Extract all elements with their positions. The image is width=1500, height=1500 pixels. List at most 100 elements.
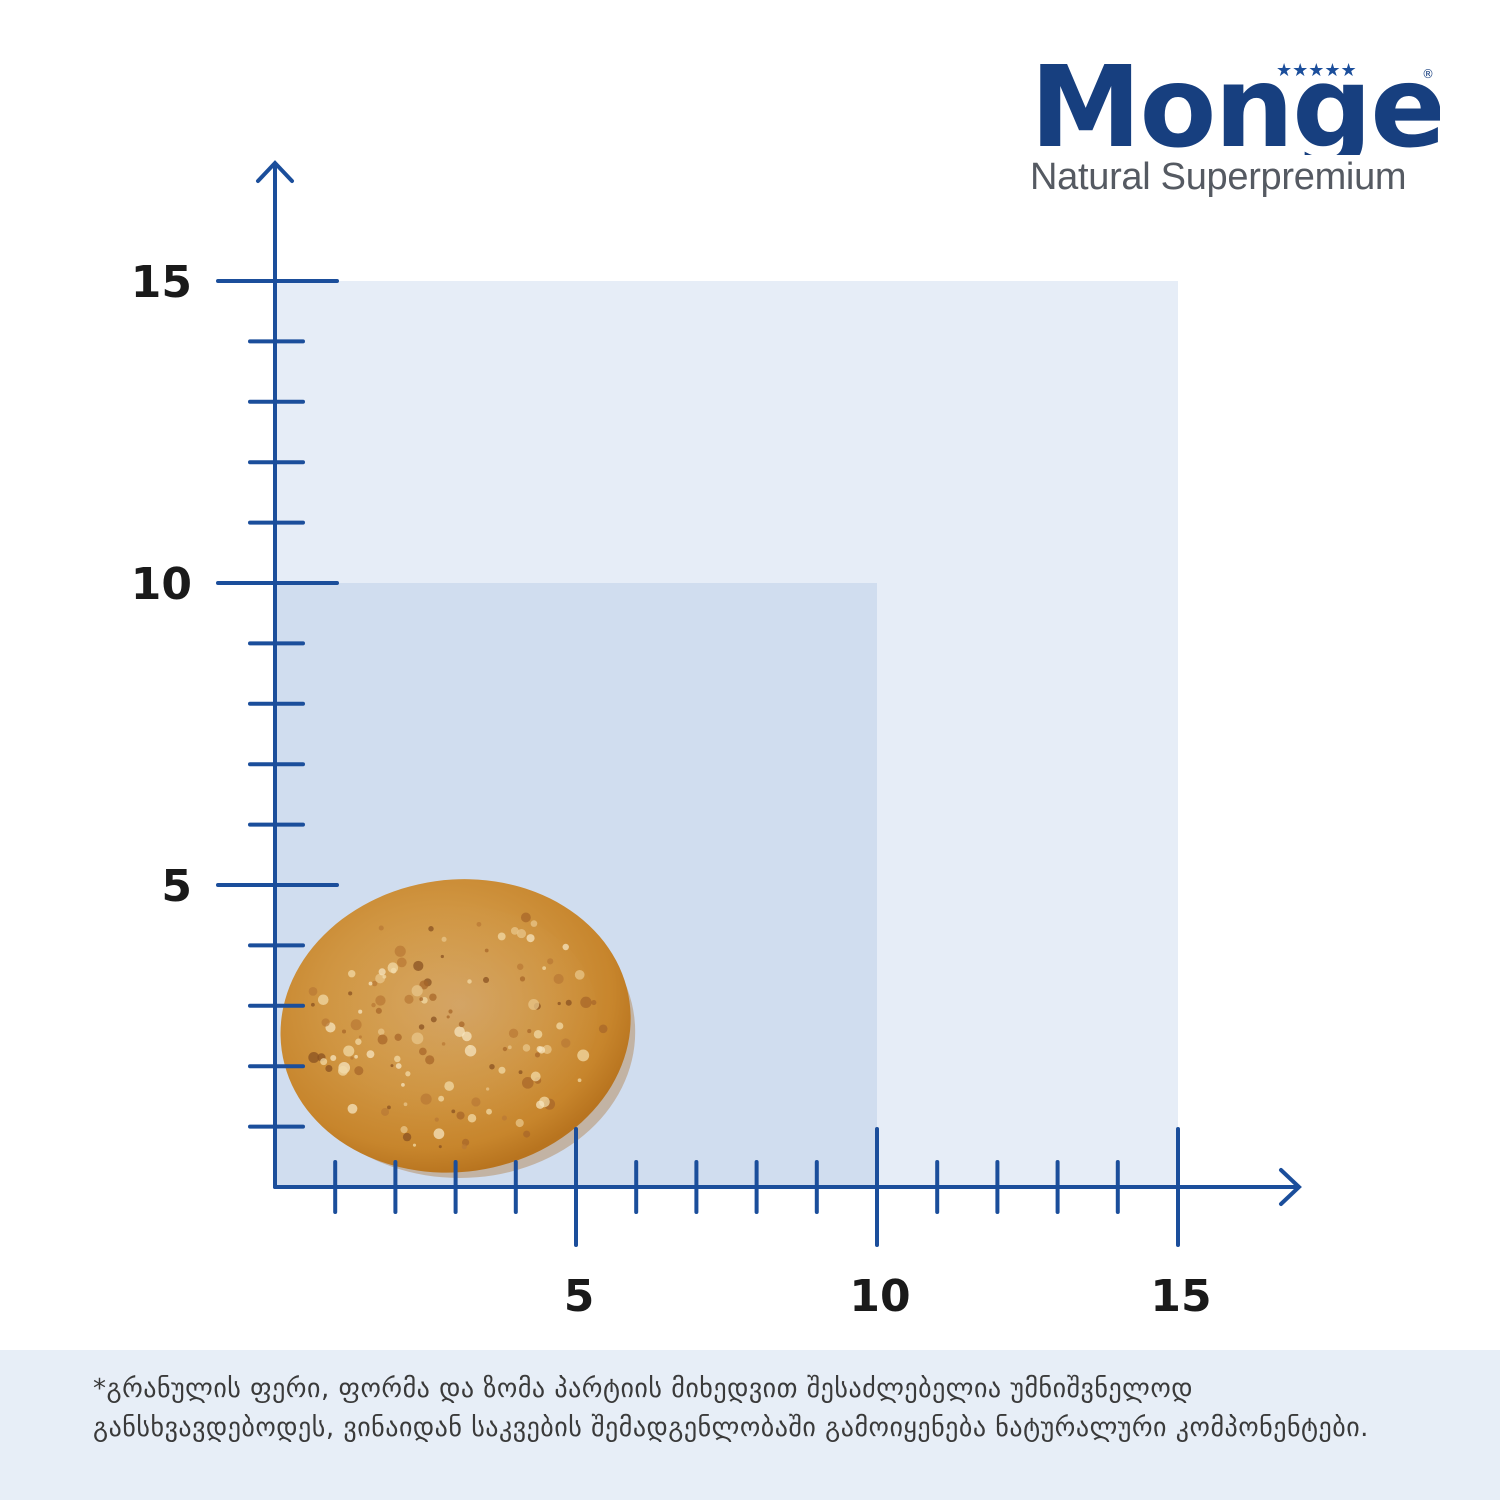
kibble-speckle [486, 1087, 490, 1091]
kibble-speckle [412, 1143, 417, 1147]
kibble-speckle [387, 1105, 391, 1110]
kibble-image [280, 879, 636, 1178]
kibble-speckle [382, 974, 387, 979]
kibble-speckle [425, 1055, 435, 1065]
y-axis-arrow-icon [256, 160, 294, 183]
kibble-speckle [467, 979, 472, 984]
kibble-speckle [371, 980, 378, 987]
kibble-speckle [377, 1028, 385, 1036]
kibble-speckle [528, 998, 540, 1010]
kibble-speckle [403, 1102, 408, 1107]
registered-mark: ® [1422, 67, 1434, 81]
kibble-speckle [553, 973, 564, 985]
kibble-speckle [533, 1029, 543, 1039]
kibble-speckle [486, 1108, 492, 1115]
kibble-speckle [378, 925, 384, 931]
kibble-speckle [446, 1015, 450, 1019]
disclaimer-note: *გრანულის ფერი, ფორმა და ზომა პარტიის მი… [0, 1350, 1500, 1500]
kibble-speckle [330, 1054, 337, 1062]
kibble-speckle [527, 1029, 532, 1034]
kibble-speckle [591, 1000, 597, 1006]
kibble-speckle [476, 921, 482, 927]
kibble-speckle [557, 1001, 561, 1006]
brand-tagline: Natural Superpremium [1030, 156, 1407, 198]
kibble-speckle [347, 1103, 358, 1114]
kibble-speckle [501, 1115, 507, 1121]
kibble-speckle [467, 1044, 472, 1049]
kibble-speckle [337, 1065, 348, 1076]
kibble-speckle [371, 1002, 376, 1008]
kibble-speckle [526, 934, 535, 943]
brand-logo: Monge ★★★★★ ® Natural Superpremium [1030, 40, 1446, 210]
kibble-speckle [381, 1107, 390, 1116]
kibble-speckle [467, 1114, 477, 1123]
kibble-speckle [471, 1097, 481, 1107]
kibble-speckle [464, 1045, 477, 1057]
kibble-speckle [519, 976, 526, 982]
kibble-speckle [542, 1044, 552, 1054]
kibble-speckle [350, 1056, 354, 1060]
kibble-speckle [456, 1111, 465, 1120]
kibble-speckle [419, 980, 429, 990]
kibble-speckle [411, 985, 423, 997]
kibble-speckle [577, 1049, 590, 1062]
kibble-speckle [461, 1144, 467, 1150]
kibble-speckle [556, 1022, 564, 1030]
kibble-speckle [520, 912, 531, 923]
kibble-speckle [354, 1054, 358, 1059]
kibble-speckle [375, 995, 386, 1006]
kibble-speckle [521, 1077, 534, 1089]
x-tick-label: 15 [1150, 1271, 1211, 1322]
kibble-speckle [438, 1145, 442, 1149]
kibble-speckle [308, 1051, 320, 1063]
kibble-speckle [489, 1063, 495, 1070]
kibble-speckle [366, 1050, 375, 1059]
kibble-speckle [401, 1083, 405, 1087]
kibble-speckle [517, 963, 524, 970]
kibble-speckle [325, 1065, 333, 1073]
kibble-speckle [534, 1052, 541, 1058]
kibble-speckle [396, 957, 407, 968]
kibble-speckle [577, 1078, 582, 1083]
kibble-speckle [515, 1118, 524, 1128]
kibble-speckle [562, 943, 569, 951]
kibble-speckle [355, 1038, 362, 1045]
kibble-speckle [308, 987, 318, 996]
kibble-speckle [420, 1093, 432, 1105]
kibble-speckle [448, 1009, 453, 1014]
kibble-surface [323, 906, 598, 1126]
x-tick-label: 10 [849, 1271, 910, 1322]
kibble-speckle [400, 1126, 408, 1134]
kibble-speckle [518, 1070, 523, 1075]
kibble-speckle [507, 1045, 512, 1050]
kibble-speckle [317, 994, 329, 1006]
kibble-speckle [395, 1063, 402, 1069]
kibble-speckle [343, 1045, 355, 1057]
kibble-speckle [441, 1042, 446, 1046]
kibble-speckle [523, 1130, 531, 1138]
kibble-speckle [375, 1007, 382, 1014]
kibble-speckle [483, 976, 490, 984]
kibble-speckle [387, 962, 399, 973]
kibble-speckle [375, 973, 386, 984]
kibble-speckle [404, 994, 414, 1004]
kibble-speckle [547, 958, 554, 965]
kibble-speckle [358, 1009, 363, 1014]
kibble-speckle [440, 954, 444, 959]
x-axis-arrow-icon [1279, 1168, 1302, 1206]
kibble-speckle [574, 969, 585, 980]
kibble-speckle [394, 945, 406, 957]
kibble-speckle [378, 968, 386, 976]
kibble-speckle [429, 993, 437, 1001]
kibble-speckle [354, 1066, 364, 1076]
kibble-speckle [580, 996, 592, 1009]
kibble-speckle [530, 920, 538, 927]
y-tick-label: 10 [131, 559, 192, 610]
kibble-speckle [598, 1024, 608, 1034]
kibble-speckle [413, 960, 424, 971]
kibble-speckle [516, 928, 527, 939]
kibble-speckle [348, 970, 356, 978]
kibble-speckle [368, 981, 373, 986]
kibble-speckle [498, 1066, 506, 1074]
kibble-speckle [522, 1044, 531, 1052]
